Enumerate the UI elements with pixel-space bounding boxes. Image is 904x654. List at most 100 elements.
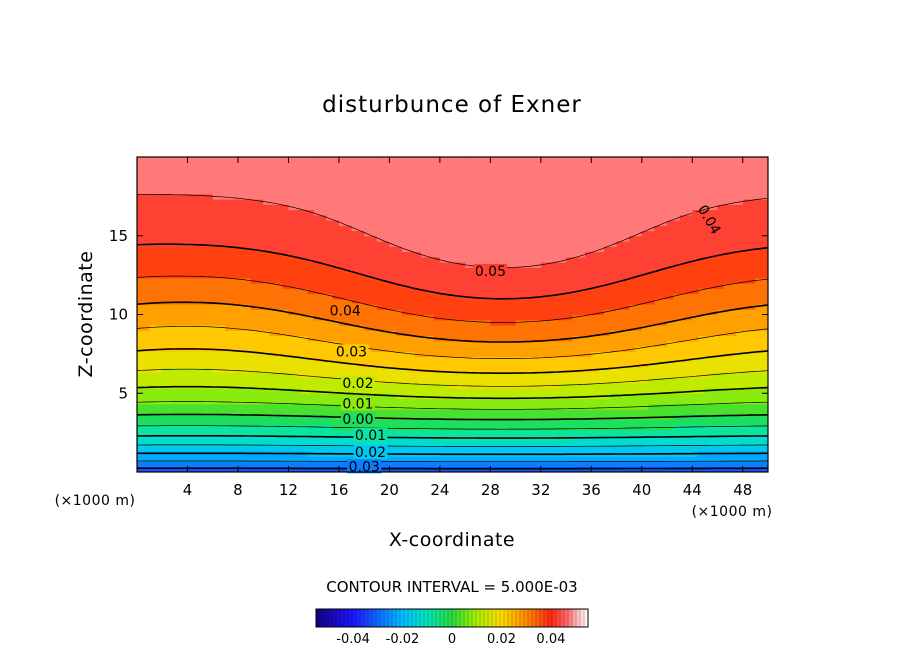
field-cell: [231, 372, 239, 379]
field-cell: [225, 209, 233, 216]
field-cell: [591, 361, 599, 368]
field-cell: [187, 256, 195, 263]
field-cell: [736, 246, 744, 253]
field-cell: [313, 251, 321, 258]
field-cell: [206, 335, 214, 342]
field-cell: [338, 209, 346, 216]
field-cell: [269, 209, 277, 216]
field-cell: [603, 361, 611, 368]
field-cell: [742, 262, 750, 268]
field-cell: [351, 235, 359, 242]
field-cell: [515, 424, 523, 431]
field-cell: [288, 293, 296, 300]
field-cell: [433, 445, 441, 452]
field-cell: [162, 293, 170, 300]
field-cell: [256, 414, 264, 421]
field-cell: [654, 346, 662, 352]
field-cell: [332, 461, 340, 468]
field-cell: [282, 409, 290, 415]
field-cell: [540, 330, 548, 337]
field-cell: [313, 325, 321, 331]
field-cell: [610, 319, 618, 326]
field-cell: [515, 351, 523, 358]
field-cell: [534, 372, 542, 379]
field-cell: [294, 361, 302, 368]
field-cell: [143, 235, 151, 242]
field-cell: [414, 214, 422, 221]
field-cell: [692, 377, 700, 384]
field-cell: [711, 461, 719, 468]
field-cell: [704, 466, 712, 472]
field-cell: [187, 440, 195, 447]
field-cell: [244, 424, 252, 431]
field-cell: [603, 335, 611, 342]
field-cell: [294, 440, 302, 447]
field-cell: [509, 330, 517, 337]
field-cell: [704, 361, 712, 368]
field-cell: [294, 346, 302, 352]
field-cell: [629, 220, 637, 226]
field-cell: [446, 214, 454, 221]
field-cell: [149, 319, 157, 326]
field-cell: [736, 456, 744, 463]
field-cell: [307, 246, 315, 253]
field-cell: [559, 214, 567, 221]
field-cell: [351, 220, 359, 226]
field-cell: [155, 361, 163, 368]
field-cell: [338, 267, 346, 274]
field-cell: [534, 456, 542, 463]
field-cell: [212, 230, 220, 237]
field-cell: [547, 319, 555, 326]
field-cell: [143, 440, 151, 447]
field-cell: [383, 325, 390, 331]
field-cell: [755, 214, 763, 221]
field-cell: [711, 377, 719, 384]
field-cell: [414, 361, 422, 368]
field-cell: [319, 277, 327, 284]
field-cell: [174, 309, 182, 316]
field-cell: [603, 230, 611, 237]
field-cell: [471, 251, 479, 258]
field-cell: [364, 330, 372, 337]
field-cell: [484, 351, 491, 358]
field-cell: [749, 435, 756, 442]
field-cell: [288, 214, 296, 221]
field-cell: [654, 335, 662, 342]
field-cell: [704, 382, 712, 389]
field-cell: [433, 424, 441, 431]
field-cell: [408, 209, 416, 216]
field-cell: [193, 209, 201, 216]
field-cell: [162, 256, 170, 263]
field-cell: [420, 377, 428, 384]
field-cell: [256, 298, 264, 305]
field-cell: [301, 283, 308, 289]
field-cell: [591, 314, 599, 321]
field-cell: [521, 388, 529, 394]
field-cell: [357, 267, 365, 274]
field-cell: [698, 304, 706, 310]
field-cell: [408, 445, 416, 452]
field-cell: [137, 220, 144, 226]
field-cell: [225, 456, 233, 463]
field-cell: [193, 251, 201, 258]
field-cell: [250, 230, 258, 237]
field-cell: [439, 241, 447, 247]
field-cell: [231, 393, 239, 400]
field-cell: [149, 288, 157, 295]
field-cell: [174, 419, 182, 426]
field-cell: [610, 424, 618, 431]
field-cell: [679, 241, 687, 247]
field-cell: [282, 246, 290, 253]
field-cell: [559, 246, 567, 253]
field-cell: [168, 435, 176, 442]
field-cell: [540, 356, 548, 363]
field-cell: [559, 340, 567, 347]
field-cell: [585, 346, 592, 352]
field-cell: [200, 262, 208, 268]
field-cell: [256, 372, 264, 379]
field-cell: [553, 388, 561, 394]
field-cell: [610, 335, 618, 342]
field-cell: [364, 440, 372, 447]
field-cell: [301, 304, 308, 310]
field-cell: [553, 262, 561, 268]
